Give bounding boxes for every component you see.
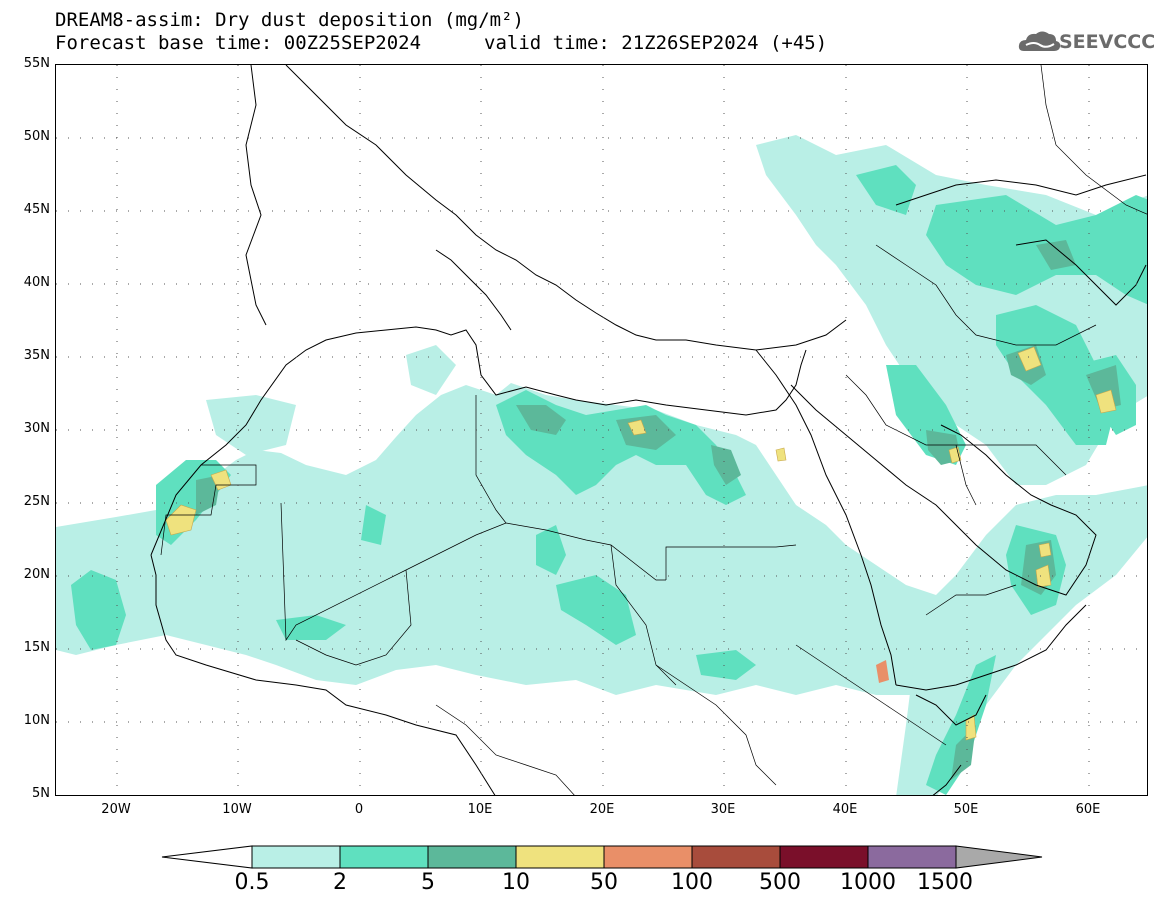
colorbar-label: 10	[502, 870, 530, 895]
colorbar-box	[427, 845, 517, 869]
colorbar-box	[691, 845, 781, 869]
colorbar-label: 0.5	[234, 870, 270, 895]
lon-label: 50E	[953, 802, 979, 817]
lon-label: 40E	[832, 802, 858, 817]
colorbar-label: 500	[759, 870, 801, 895]
map-canvas	[56, 65, 1147, 795]
colorbar	[161, 845, 1043, 869]
colorbar-under-arrow	[161, 845, 253, 869]
lon-label: 10E	[467, 802, 493, 817]
colorbar-label: 1500	[917, 870, 973, 895]
colorbar-over-arrow	[955, 845, 1043, 869]
deposition-very-high-band	[876, 660, 889, 683]
country-borders	[160, 65, 1147, 795]
colorbar-box	[867, 845, 957, 869]
lat-label: 5N	[32, 786, 50, 801]
colorbar-label: 1000	[840, 870, 896, 895]
lat-label: 10N	[23, 713, 50, 728]
deposition-high-band	[165, 346, 1117, 741]
lat-label: 20N	[23, 567, 50, 582]
lon-label: 10W	[222, 802, 252, 817]
colorbar-box	[779, 845, 869, 869]
map-title: DREAM8-assim: Dry dust deposition (mg/m²…	[55, 9, 524, 31]
valid-time: valid time: 21Z26SEP2024 (+45)	[484, 32, 828, 54]
lon-label: 60E	[1075, 802, 1101, 817]
lat-label: 30N	[23, 421, 50, 436]
lat-label: 45N	[23, 202, 50, 217]
map-panel	[55, 64, 1148, 796]
colorbar-label: 5	[421, 870, 435, 895]
lat-label: 40N	[23, 275, 50, 290]
forecast-base-time: Forecast base time: 00Z25SEP2024	[55, 32, 422, 54]
lat-label: 55N	[23, 56, 50, 71]
colorbar-box	[603, 845, 693, 869]
lat-label: 50N	[23, 129, 50, 144]
lon-label: 20W	[101, 802, 131, 817]
colorbar-box	[515, 845, 605, 869]
colorbar-label: 50	[590, 870, 618, 895]
lon-label: 0	[354, 802, 364, 817]
logo-text: SEEVCCC	[1059, 31, 1156, 53]
lat-label: 15N	[23, 640, 50, 655]
colorbar-box	[251, 845, 341, 869]
lon-label: 30E	[710, 802, 736, 817]
lon-label: 20E	[589, 802, 615, 817]
lat-label: 25N	[23, 494, 50, 509]
colorbar-label: 100	[671, 870, 713, 895]
lat-label: 35N	[23, 348, 50, 363]
colorbar-box	[339, 845, 429, 869]
colorbar-label: 2	[333, 870, 347, 895]
cloud-icon	[1018, 31, 1061, 51]
